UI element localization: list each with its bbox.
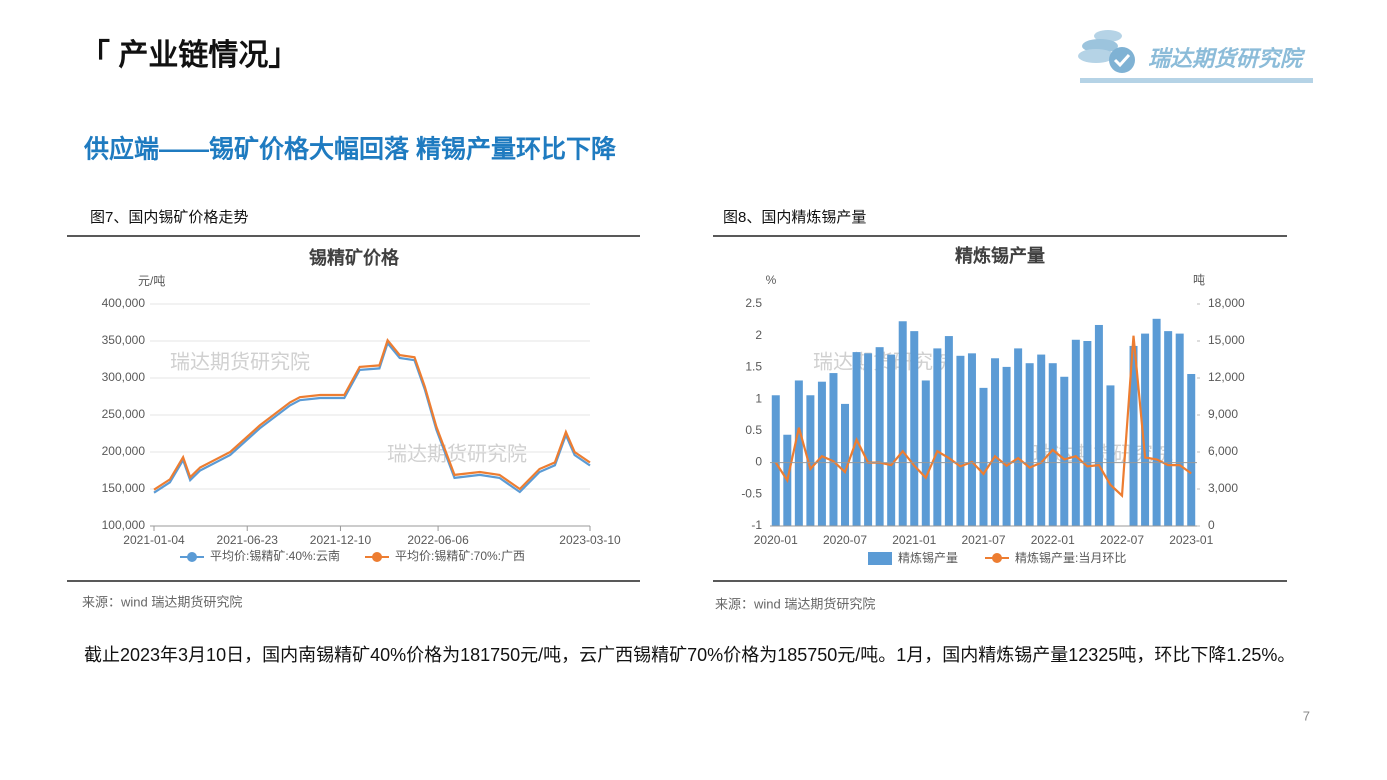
y-tick-label: 2 [755, 328, 762, 342]
legend-label: 平均价:锡精矿:70%:广西 [395, 548, 525, 563]
y-tick-label: 200,000 [102, 444, 146, 458]
x-tick-label: 2020-07 [823, 533, 867, 547]
figure-caption: 图7、国内锡矿价格走势 [90, 209, 248, 226]
y2-tick-label: 0 [1208, 518, 1215, 532]
y-tick-label: 0 [755, 455, 762, 469]
legend-label: 精炼锡产量 [898, 550, 958, 565]
bar [771, 395, 780, 526]
y-tick-label: 350,000 [102, 333, 146, 347]
bar [1071, 339, 1080, 526]
x-tick-label: 2020-01 [754, 533, 798, 547]
line-series [774, 335, 1192, 498]
bar [1187, 373, 1196, 526]
chart-title: 锡精矿价格 [309, 247, 400, 268]
bar [898, 321, 907, 526]
y2-tick-label: 12,000 [1208, 370, 1245, 384]
logo-bar [1080, 78, 1313, 83]
y-tick-label: 100,000 [102, 518, 146, 532]
x-tick-label: 2021-12-10 [310, 533, 372, 547]
y2-tick-label: 6,000 [1208, 444, 1238, 458]
bar [1002, 366, 1011, 526]
bar [1152, 318, 1161, 526]
bar [1037, 354, 1046, 526]
slide-title: 「 产业链情况」 [80, 38, 298, 72]
bar [817, 381, 826, 526]
y2-tick-label: 3,000 [1208, 481, 1238, 495]
bar [956, 355, 965, 526]
chart-title: 精炼锡产量 [955, 245, 1045, 266]
y-tick-label: -1 [751, 518, 762, 532]
y-axis-label: 元/吨 [138, 274, 165, 288]
bar [794, 380, 803, 526]
logo-text: 瑞达期货研究院 [1148, 46, 1306, 71]
watermark: 瑞达期货研究院 [387, 442, 527, 465]
bar [1106, 385, 1115, 526]
watermark: 瑞达期货研究院 [170, 350, 310, 373]
bar [1175, 333, 1184, 526]
y2-tick-label: 15,000 [1208, 333, 1245, 347]
y-tick-label: -0.5 [741, 486, 762, 500]
y-tick-label: 0.5 [745, 423, 762, 437]
bar [887, 354, 896, 526]
x-tick-label: 2021-07 [961, 533, 1005, 547]
bar [944, 336, 953, 526]
bar [806, 395, 815, 526]
figure-source: 来源：wind 瑞达期货研究院 [715, 596, 875, 611]
x-tick-label: 2021-06-23 [217, 533, 279, 547]
y-tick-label: 150,000 [102, 481, 146, 495]
figure-source: 来源：wind 瑞达期货研究院 [82, 594, 242, 609]
legend-marker [992, 553, 1002, 563]
figure-caption: 图8、国内精炼锡产量 [723, 209, 866, 226]
bar [841, 403, 850, 526]
bar [1060, 376, 1069, 526]
y2-axis-label: 吨 [1193, 273, 1205, 287]
y2-tick-label: 9,000 [1208, 407, 1238, 421]
bar [1129, 345, 1138, 526]
x-tick-label: 2021-01 [892, 533, 936, 547]
y-tick-label: 400,000 [102, 296, 146, 310]
bar [864, 353, 873, 526]
legend-marker [372, 552, 382, 562]
y-tick-label: 2.5 [745, 296, 762, 310]
legend-label: 精炼锡产量:当月环比 [1015, 550, 1126, 565]
bar [921, 380, 930, 526]
subtitle: 供应端——锡矿价格大幅回落 精锡产量环比下降 [83, 135, 617, 164]
bar [1141, 333, 1150, 526]
bar [1094, 324, 1103, 526]
x-tick-label: 2023-03-10 [559, 533, 621, 547]
bar [1083, 341, 1092, 526]
y2-tick-label: 18,000 [1208, 296, 1245, 310]
y-axis-label: % [766, 273, 777, 287]
y-tick-label: 300,000 [102, 370, 146, 384]
page-number: 7 [1303, 708, 1310, 723]
y-tick-label: 250,000 [102, 407, 146, 421]
bar [1014, 348, 1023, 526]
y-tick-label: 1 [755, 391, 762, 405]
x-tick-label: 2022-06-06 [407, 533, 469, 547]
x-tick-label: 2022-01 [1031, 533, 1075, 547]
bar [1025, 363, 1034, 526]
legend-marker [187, 552, 197, 562]
bar [910, 331, 919, 526]
x-tick-label: 2022-07 [1100, 533, 1144, 547]
bar [875, 347, 884, 526]
legend-swatch [868, 552, 892, 565]
legend-label: 平均价:锡精矿:40%:云南 [210, 548, 340, 563]
bar [829, 373, 838, 526]
bar [1048, 363, 1057, 526]
logo-icon [1078, 30, 1135, 73]
y-tick-label: 1.5 [745, 360, 762, 374]
bar [1164, 331, 1173, 526]
paragraph: 截止2023年3月10日，国内南锡精矿40%价格为181750元/吨，云广西锡精… [84, 645, 1296, 665]
x-tick-label: 2023-01 [1169, 533, 1213, 547]
line-series [153, 338, 591, 491]
x-tick-label: 2021-01-04 [123, 533, 185, 547]
bar [967, 353, 976, 526]
bar [991, 358, 1000, 526]
bar [979, 387, 988, 526]
bar [933, 348, 942, 526]
